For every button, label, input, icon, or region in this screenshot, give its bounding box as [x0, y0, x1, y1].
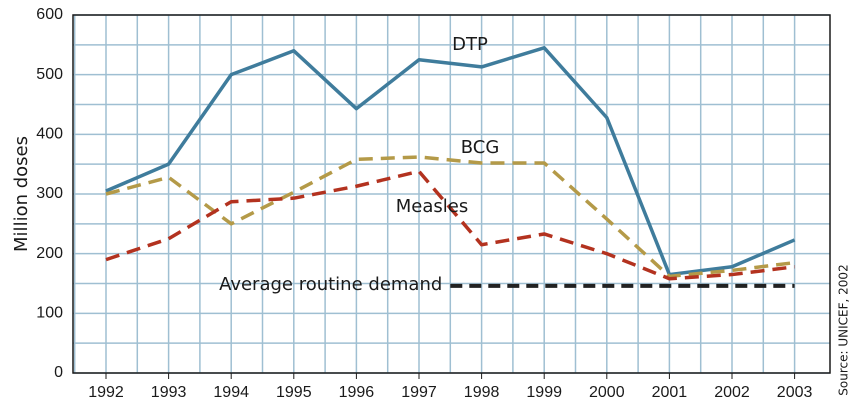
y-tick-label: 600: [36, 6, 63, 23]
y-tick-label: 400: [36, 126, 63, 143]
x-tick-label: 1997: [401, 384, 437, 401]
series-label: BCG: [461, 137, 500, 158]
y-tick-label: 300: [36, 185, 63, 202]
y-tick-label: 500: [36, 66, 63, 83]
x-tick-label: 1998: [464, 384, 500, 401]
reference-label: Average routine demand: [219, 274, 442, 295]
x-tick-label: 1995: [276, 384, 312, 401]
x-tick-label: 1996: [339, 384, 375, 401]
x-tick-label: 1992: [88, 384, 124, 401]
x-tick-label: 2002: [714, 384, 750, 401]
x-tick-label: 1993: [151, 384, 187, 401]
x-tick-label: 1994: [213, 384, 249, 401]
x-tick-label: 2000: [589, 384, 625, 401]
series-line: [105, 46, 796, 277]
y-axis-label: Million doses: [11, 136, 32, 252]
y-tick-label: 0: [54, 364, 63, 381]
source: Source: UNICEF, 2002: [837, 264, 851, 395]
x-tick-label: 2001: [652, 384, 688, 401]
series-line: [105, 169, 795, 281]
x-tick-label: 2003: [777, 384, 813, 401]
y-tick-label: 100: [36, 305, 63, 322]
series-line: [105, 155, 795, 279]
y-tick-label: 200: [36, 245, 63, 262]
x-tick-label: 1999: [526, 384, 562, 401]
series-label: DTP: [452, 34, 488, 55]
series-label: Measles: [396, 196, 468, 217]
plot-area: [72, 14, 831, 374]
